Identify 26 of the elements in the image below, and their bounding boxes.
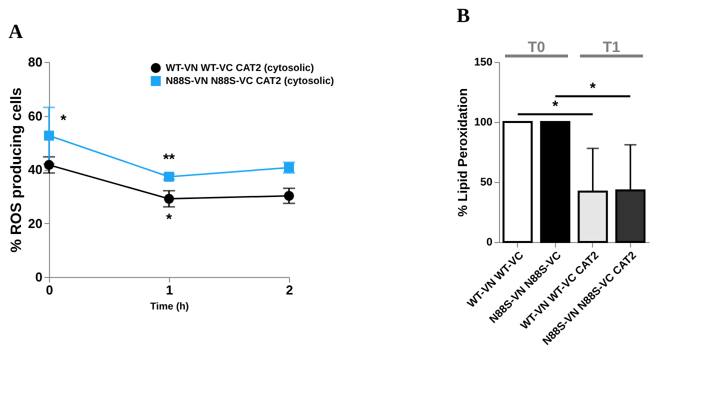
- y-tick-label: 20: [28, 216, 42, 231]
- y-tick-label: 100: [474, 116, 492, 128]
- y-tick-label: 0: [35, 270, 42, 284]
- x-tick-label: 0: [46, 282, 54, 298]
- annotation: *: [166, 210, 172, 228]
- x-tick-label: 1: [166, 282, 174, 298]
- legend-label: N88S-VN N88S-VC CAT2 (cytosolic): [166, 76, 334, 87]
- x-axis-title: Time (h): [150, 302, 189, 312]
- annotation: **: [163, 150, 175, 168]
- annotation: *: [60, 112, 66, 130]
- y-tick-label: 40: [28, 162, 42, 177]
- y-tick-label: 60: [28, 108, 42, 124]
- text: T1: [602, 39, 620, 56]
- chart-title: A: [8, 21, 24, 43]
- legend-label: WT-VN WT-VC CAT2 (cytosolic): [166, 63, 314, 74]
- y-tick-label: 80: [28, 54, 42, 70]
- annotation: *: [552, 98, 558, 116]
- y-tick-label: 0: [486, 236, 492, 248]
- chart-title: B: [456, 5, 470, 27]
- annotation: *: [590, 80, 596, 98]
- y-axis-title: % Lipid Peroxidation: [455, 88, 470, 217]
- x-tick-label: 2: [286, 282, 294, 298]
- y-tick-label: 50: [480, 176, 492, 188]
- y-axis-title: % ROS producing cells: [8, 87, 26, 253]
- y-tick-label: 150: [474, 56, 492, 68]
- text: T0: [528, 39, 546, 56]
